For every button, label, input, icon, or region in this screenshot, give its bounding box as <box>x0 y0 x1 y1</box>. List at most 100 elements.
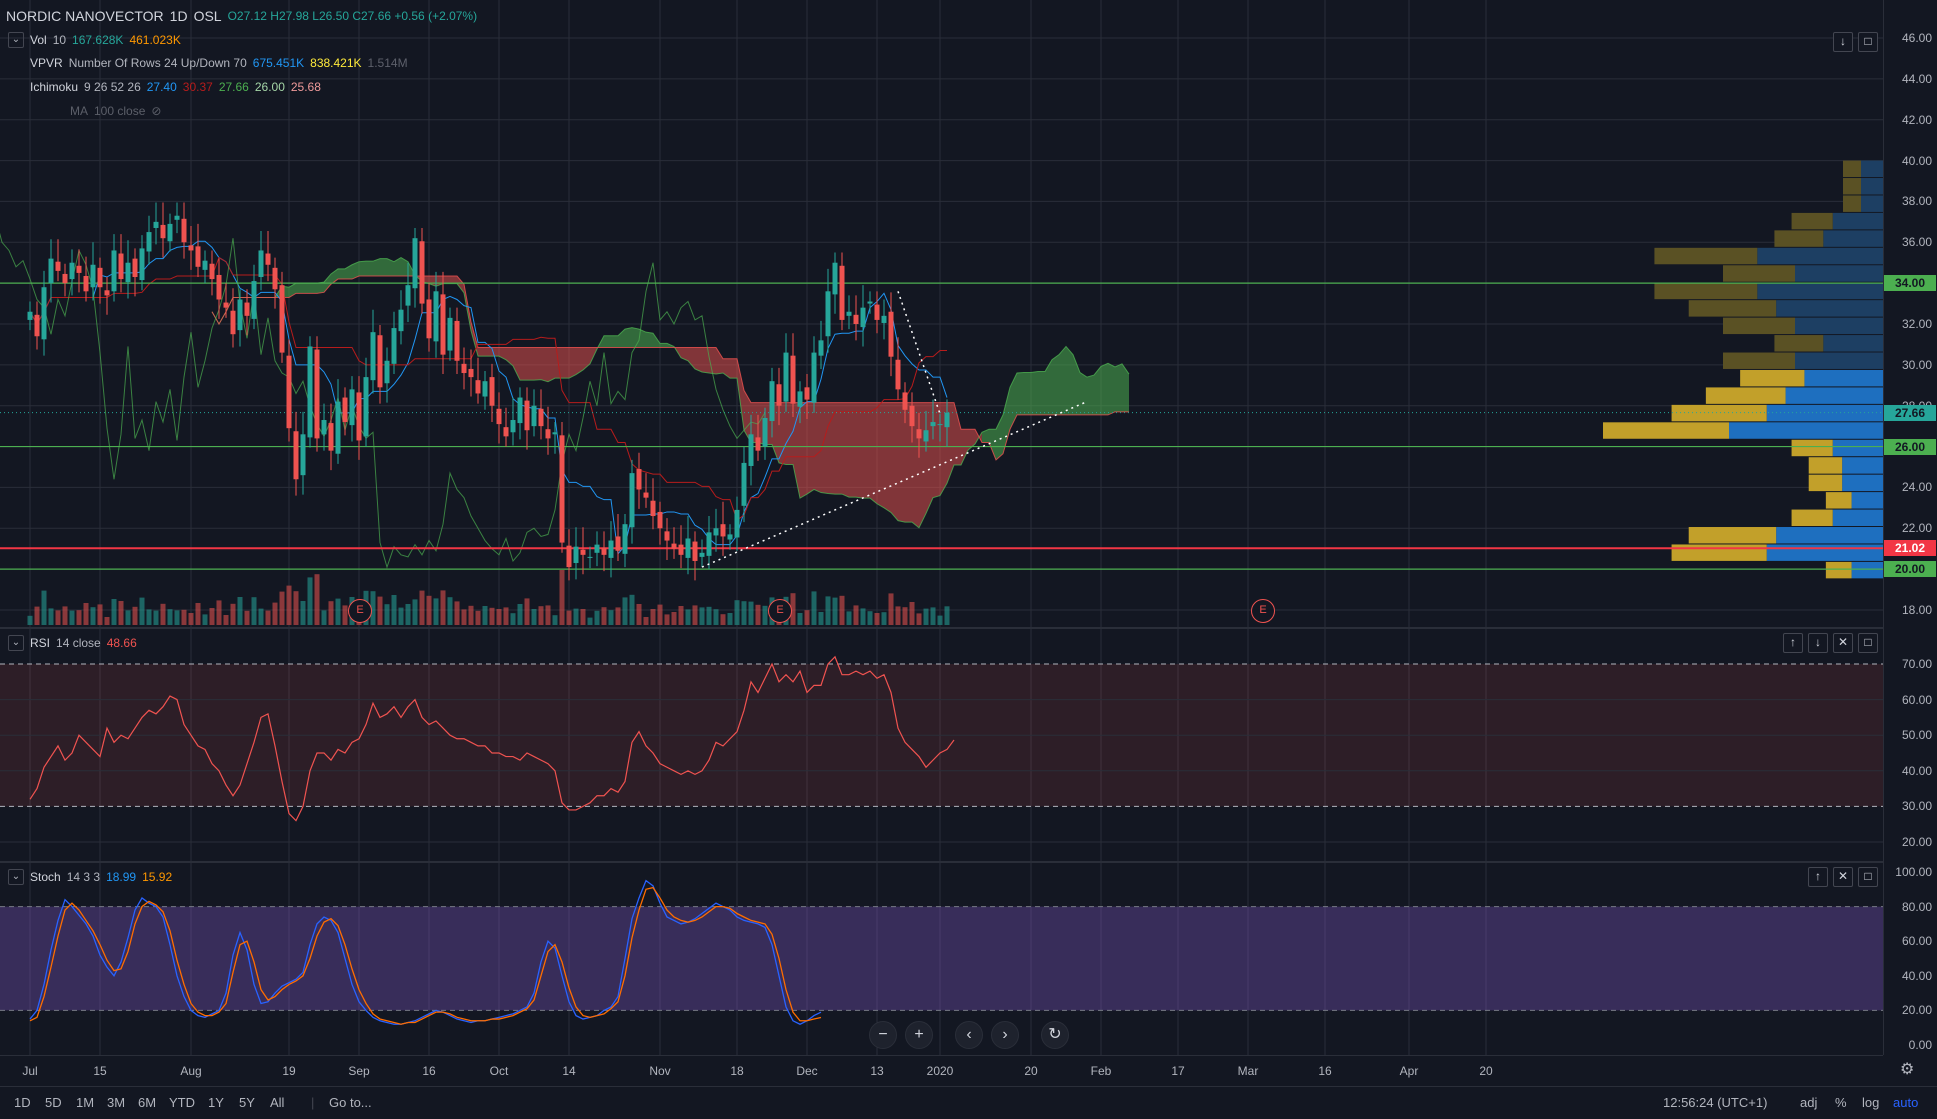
candle-body <box>594 544 600 553</box>
range-button-1y[interactable]: 1Y <box>208 1095 224 1110</box>
scroll-right-button[interactable]: › <box>991 1021 1019 1049</box>
time-tick-label: Dec <box>796 1064 818 1078</box>
rsi-pane[interactable]: ⌄ RSI 14 close 48.66 ↑ ↓ ✕ □ <box>0 629 1883 861</box>
toolbar-divider: | <box>311 1095 315 1110</box>
range-button-1d[interactable]: 1D <box>14 1095 31 1110</box>
move-up-icon[interactable]: ↑ <box>1783 633 1803 653</box>
volume-bar <box>97 604 103 625</box>
cloud-segment <box>331 268 338 285</box>
vpvr-legend[interactable]: VPVR Number Of Rows 24 Up/Down 70 675.45… <box>30 56 408 70</box>
candle-body <box>433 291 439 342</box>
pane-separator[interactable] <box>0 627 1937 629</box>
percent-toggle[interactable]: % <box>1835 1095 1847 1110</box>
symbol-legend[interactable]: NORDIC NANOVECTOR 1D OSL O27.12 H27.98 L… <box>6 8 477 24</box>
vpvr-down-bar <box>1825 492 1852 509</box>
eye-hidden-icon[interactable]: ⊘ <box>151 104 162 118</box>
cloud-segment <box>730 358 737 379</box>
cloud-segment <box>1108 363 1115 415</box>
vpvr-down-bar <box>1723 352 1795 369</box>
volume-bar <box>258 608 264 625</box>
candle-body <box>370 332 376 381</box>
goto-button[interactable]: Go to... <box>329 1095 372 1110</box>
log-toggle[interactable]: log <box>1862 1095 1880 1110</box>
candle-body <box>258 250 264 278</box>
vpvr-params: Number Of Rows 24 Up/Down 70 <box>68 56 247 70</box>
candle-body <box>482 381 488 397</box>
ma-legend[interactable]: MA 100 close ⊘ <box>70 104 161 118</box>
stoch-pane[interactable]: ⌄ Stoch 14 3 3 18.99 15.92 ↑ ✕ □ <box>0 863 1883 1055</box>
volume-bar <box>839 595 845 625</box>
volume-bar <box>916 613 922 625</box>
maximize-icon[interactable]: □ <box>1858 867 1878 887</box>
price-tick-label: 22.00 <box>1901 521 1932 536</box>
vpvr-up-bar <box>1795 265 1883 282</box>
range-button-1m[interactable]: 1M <box>76 1095 95 1110</box>
earnings-marker[interactable]: E <box>1251 599 1275 623</box>
auto-toggle[interactable]: auto <box>1893 1095 1919 1110</box>
stoch-chart-svg[interactable] <box>0 863 1883 1055</box>
vpvr-value-2: 838.421K <box>310 56 362 70</box>
cloud-segment <box>660 343 667 348</box>
volume-bar <box>48 608 54 625</box>
candle-body <box>783 352 789 402</box>
settings-gear-icon[interactable]: ⚙ <box>1900 1061 1915 1078</box>
scroll-left-button[interactable]: ‹ <box>955 1021 983 1049</box>
candle-body <box>867 301 873 304</box>
maximize-icon[interactable]: □ <box>1858 32 1878 52</box>
vpvr-down-bar <box>1654 247 1758 265</box>
price-tick-label: 36.00 <box>1901 235 1932 250</box>
zoom-in-button[interactable]: + <box>905 1021 933 1049</box>
volume-bar <box>104 617 110 625</box>
pane-separator[interactable] <box>0 861 1937 863</box>
time-axis[interactable]: Jul 15 Aug 19 Sep 16 Oct 14 Nov 18 Dec 13 2020 20 Feb 1… <box>0 1055 1883 1086</box>
price-pane[interactable]: NORDIC NANOVECTOR 1D OSL O27.12 H27.98 L… <box>0 0 1883 627</box>
cloud-segment <box>401 257 408 276</box>
cloud-segment <box>352 261 359 280</box>
rsi-legend[interactable]: ⌄ RSI 14 close 48.66 <box>8 635 137 651</box>
cloud-segment <box>716 347 723 375</box>
time-tick-label: 13 <box>870 1064 884 1078</box>
cloud-segment <box>786 402 793 465</box>
ichimoku-legend[interactable]: Ichimoku 9 26 52 26 27.40 30.37 27.66 26… <box>30 80 321 94</box>
price-chart-svg[interactable] <box>0 0 1883 627</box>
range-button-all[interactable]: All <box>270 1095 285 1110</box>
zoom-out-button[interactable]: − <box>869 1021 897 1049</box>
close-icon[interactable]: ✕ <box>1833 867 1853 887</box>
volume-bar <box>524 598 530 625</box>
earnings-marker[interactable]: E <box>348 599 372 623</box>
candle-body <box>755 437 761 451</box>
stoch-legend[interactable]: ⌄ Stoch 14 3 3 18.99 15.92 <box>8 869 172 885</box>
cloud-segment <box>877 402 884 508</box>
rsi-chart-svg[interactable] <box>0 629 1883 861</box>
chevron-down-icon[interactable]: ⌄ <box>8 635 24 651</box>
range-button-6m[interactable]: 6M <box>138 1095 157 1110</box>
candle-body <box>83 275 89 292</box>
move-up-icon[interactable]: ↑ <box>1808 867 1828 887</box>
move-down-icon[interactable]: ↓ <box>1833 32 1853 52</box>
move-down-icon[interactable]: ↓ <box>1808 633 1828 653</box>
volume-bar <box>328 601 334 625</box>
range-button-3m[interactable]: 3M <box>107 1095 126 1110</box>
candle-body <box>902 392 908 410</box>
chevron-down-icon[interactable]: ⌄ <box>8 869 24 885</box>
range-button-ytd[interactable]: YTD <box>169 1095 195 1110</box>
exchange: OSL <box>193 8 222 24</box>
close-icon[interactable]: ✕ <box>1833 633 1853 653</box>
price-axis[interactable]: 46.00 44.00 42.00 40.00 38.00 36.00 34.00 32.00… <box>1883 0 1937 1055</box>
chevron-down-icon[interactable]: ⌄ <box>8 32 24 48</box>
candle-body <box>342 397 348 423</box>
range-button-5y[interactable]: 5Y <box>239 1095 255 1110</box>
adj-toggle[interactable]: adj <box>1800 1095 1818 1110</box>
earnings-marker[interactable]: E <box>768 599 792 623</box>
candle-body <box>496 408 502 425</box>
range-button-5d[interactable]: 5D <box>45 1095 62 1110</box>
maximize-icon[interactable]: □ <box>1858 633 1878 653</box>
cloud-segment <box>898 402 905 523</box>
reset-chart-button[interactable]: ↻ <box>1041 1021 1069 1049</box>
vol-legend[interactable]: ⌄ Vol 10 167.628K 461.023K <box>8 32 181 48</box>
candle-body <box>545 429 551 439</box>
cloud-segment <box>737 358 744 431</box>
candle-body <box>216 274 222 300</box>
volume-bar <box>412 599 418 625</box>
ohlc-values: O27.12 H27.98 L26.50 C27.66 +0.56 (+2.07… <box>227 9 478 23</box>
